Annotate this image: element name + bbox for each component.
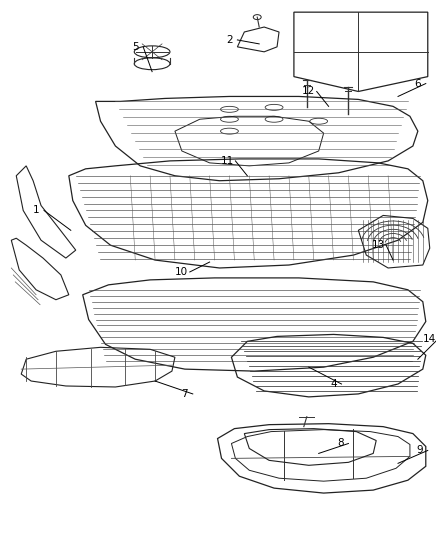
Text: 5: 5 xyxy=(132,42,138,52)
Text: 14: 14 xyxy=(423,334,436,344)
Text: 13: 13 xyxy=(371,240,385,250)
Text: 12: 12 xyxy=(302,86,315,96)
Text: 10: 10 xyxy=(175,267,188,277)
Text: 8: 8 xyxy=(337,439,344,448)
Text: 2: 2 xyxy=(226,35,233,45)
Text: 11: 11 xyxy=(221,156,234,166)
Text: 4: 4 xyxy=(330,379,337,389)
Text: 9: 9 xyxy=(417,446,423,455)
Text: 7: 7 xyxy=(181,389,188,399)
Text: 6: 6 xyxy=(414,78,421,88)
Text: 1: 1 xyxy=(33,206,39,215)
